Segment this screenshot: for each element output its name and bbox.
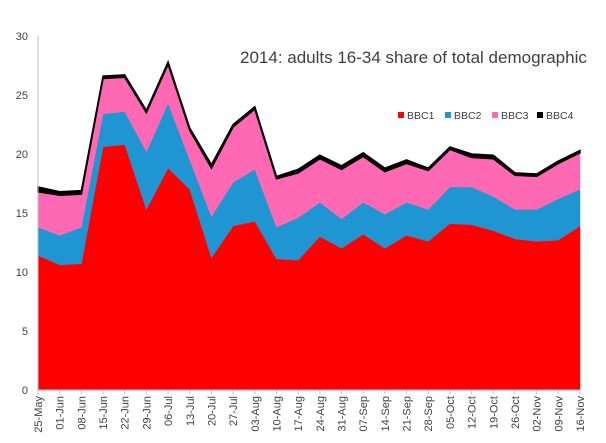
x-tick-label: 16-Nov xyxy=(575,396,587,432)
x-tick-label: 25-May xyxy=(33,396,45,433)
x-tick-label: 24-Aug xyxy=(315,396,327,431)
x-tick-label: 26-Oct xyxy=(510,396,522,429)
x-tick-label: 14-Sep xyxy=(380,396,392,431)
x-tick-label: 15-Jun xyxy=(98,396,110,430)
chart-title: 2014: adults 16-34 share of total demogr… xyxy=(240,48,587,67)
x-tick-label: 17-Aug xyxy=(293,396,305,431)
x-tick-label: 19-Oct xyxy=(488,396,500,429)
legend-label-bbc1: BBC1 xyxy=(407,110,435,122)
legend-swatch-bbc3 xyxy=(492,112,498,118)
y-tick-label: 30 xyxy=(16,31,28,43)
x-tick-label: 12-Oct xyxy=(467,396,479,429)
x-tick-label: 08-Jun xyxy=(76,396,88,430)
legend-label-bbc2: BBC2 xyxy=(454,110,482,122)
x-tick-label: 09-Nov xyxy=(553,396,565,432)
y-axis-ticks: 0 5 10 15 20 25 30 xyxy=(16,31,28,397)
x-tick-label: 21-Sep xyxy=(402,396,414,431)
x-tick-label: 03-Aug xyxy=(250,396,262,431)
legend-swatch-bbc4 xyxy=(537,112,543,118)
area-bbc4 xyxy=(37,59,581,197)
x-tick-label: 07-Sep xyxy=(358,396,370,431)
chart-axes xyxy=(37,36,581,394)
legend: BBC1 BBC2 BBC3 BBC4 xyxy=(398,110,574,122)
y-tick-label: 15 xyxy=(16,208,28,220)
x-tick-label: 22-Jun xyxy=(120,396,132,430)
x-tick-label: 10-Aug xyxy=(271,396,283,431)
legend-label-bbc4: BBC4 xyxy=(546,110,574,122)
legend-swatch-bbc1 xyxy=(398,112,404,118)
x-tick-label: 31-Aug xyxy=(337,396,349,431)
x-tick-label: 20-Jul xyxy=(206,396,218,426)
x-tick-label: 06-Jul xyxy=(163,396,175,426)
x-tick-label: 05-Oct xyxy=(445,396,457,429)
legend-swatch-bbc2 xyxy=(445,112,451,118)
x-tick-label: 27-Jul xyxy=(228,396,240,426)
legend-label-bbc3: BBC3 xyxy=(501,110,529,122)
x-axis-ticks: 25-May 01-Jun 08-Jun 15-Jun 22-Jun 29-Jun 06-J… xyxy=(33,396,587,433)
y-tick-label: 25 xyxy=(16,90,28,102)
chart-areas xyxy=(37,59,581,391)
y-tick-label: 0 xyxy=(22,385,28,397)
y-tick-label: 20 xyxy=(16,149,28,161)
x-tick-label: 13-Jul xyxy=(185,396,197,426)
y-tick-label: 5 xyxy=(22,326,28,338)
x-tick-label: 29-Jun xyxy=(141,396,153,430)
x-tick-label: 28-Sep xyxy=(423,396,435,431)
x-tick-label: 01-Jun xyxy=(55,396,67,430)
x-tick-label: 02-Nov xyxy=(532,396,544,432)
y-tick-label: 10 xyxy=(16,267,28,279)
